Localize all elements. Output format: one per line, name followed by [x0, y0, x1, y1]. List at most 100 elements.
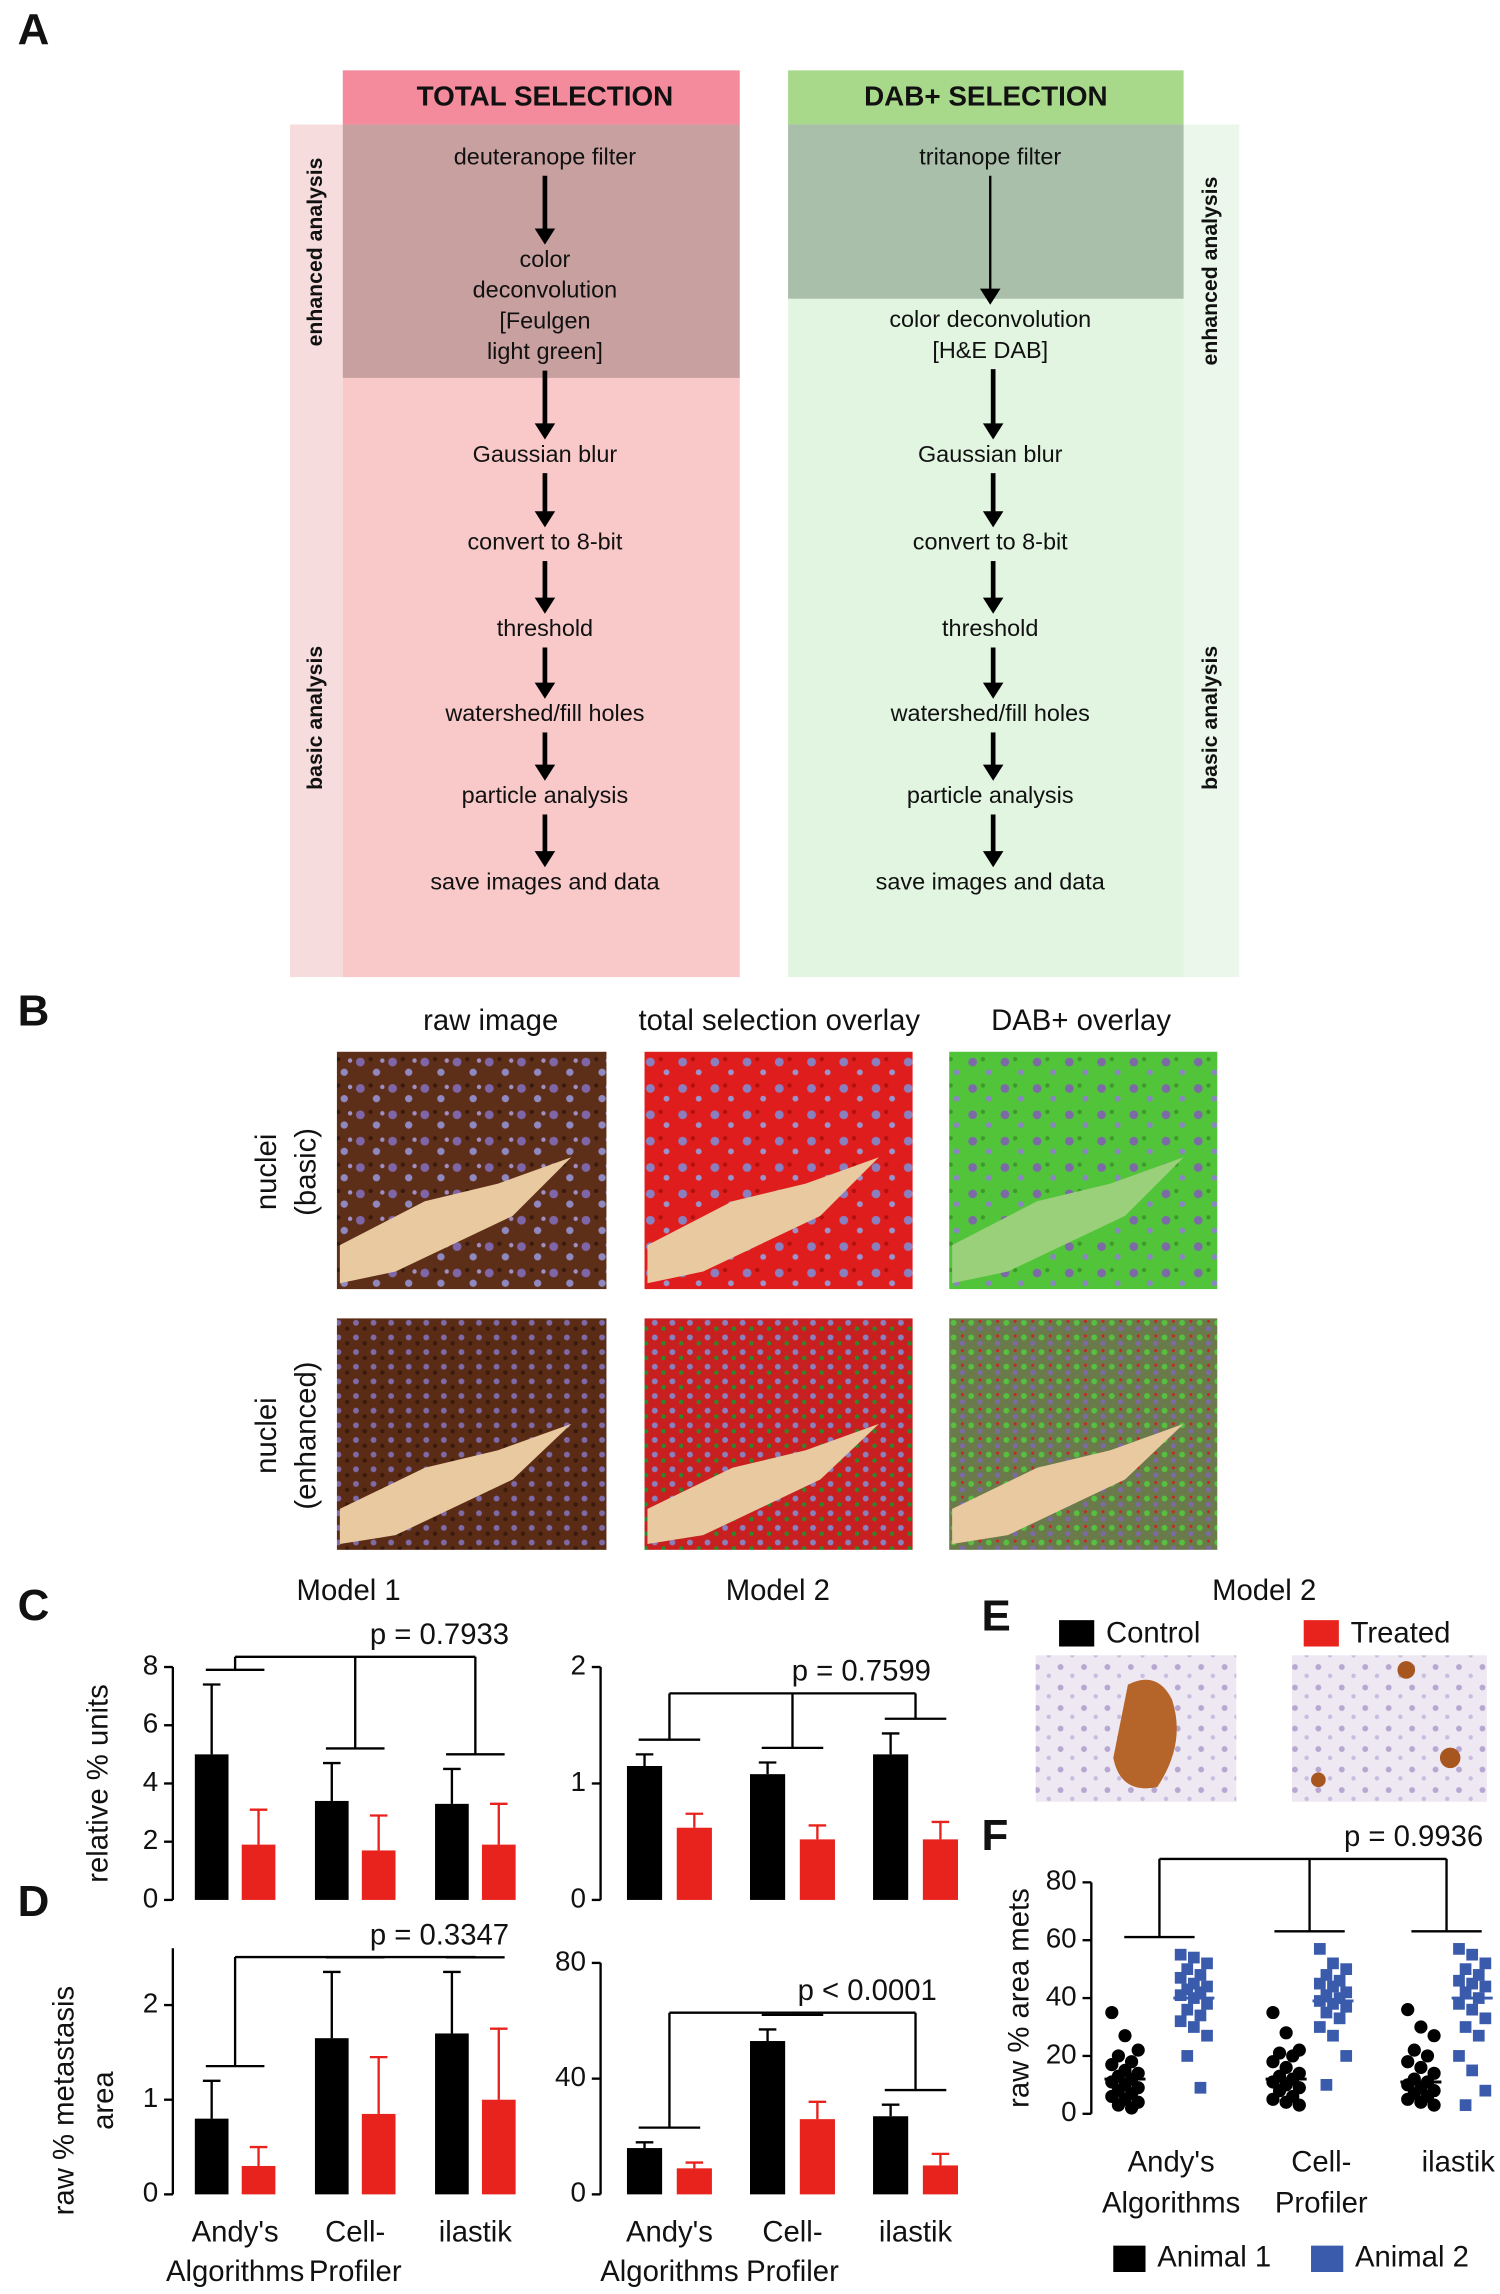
point [1466, 2064, 1479, 2077]
legend-label: Treated [1351, 1617, 1451, 1650]
stain [1113, 1679, 1177, 1789]
bar [361, 1850, 396, 1900]
y-tick-label: 0 [1061, 2096, 1076, 2127]
panel-label: E [981, 1591, 1010, 1640]
point [1131, 2043, 1145, 2057]
point [1286, 2049, 1300, 2063]
bar [873, 1754, 909, 1900]
bar [194, 1754, 229, 1900]
y-tick-label: 40 [1046, 1980, 1077, 2011]
step-label: deuteranope filter [454, 143, 636, 169]
x-tick-label: Andy's [626, 2216, 713, 2249]
panel-label: A [18, 5, 50, 54]
bar [873, 2116, 909, 2195]
step-label: color [520, 246, 571, 272]
point [1313, 1977, 1326, 1990]
vessel [952, 1423, 1184, 1544]
point [1466, 1948, 1479, 1961]
point [1459, 1986, 1472, 1999]
x-tick-label: Profiler [309, 2255, 402, 2288]
point [1327, 2029, 1339, 2042]
legend-swatch [1113, 2245, 1146, 2272]
point [1333, 1992, 1346, 2004]
point [1333, 2012, 1346, 2025]
point [1266, 2005, 1280, 2020]
x-tick-label: Profiler [1275, 2186, 1368, 2219]
step-label: [H&E DAB] [932, 337, 1048, 363]
step-label: light green] [487, 338, 603, 364]
y-tick-label: 2 [143, 1824, 158, 1855]
y-tick-label: 2 [570, 1649, 585, 1680]
point [1194, 2009, 1207, 2022]
y-tick-label: 4 [143, 1766, 158, 1797]
point [1194, 1969, 1207, 1981]
point [1453, 1998, 1465, 2010]
step-label: convert to 8-bit [913, 529, 1068, 555]
point [1201, 1980, 1213, 1993]
flowchart [290, 70, 1240, 978]
point [1201, 1957, 1213, 1970]
bar [481, 1844, 516, 1900]
point [1266, 2055, 1280, 2069]
bar [241, 1844, 276, 1900]
bar [626, 2148, 663, 2195]
x-tick-label: Andy's [192, 2216, 279, 2249]
point [1313, 2021, 1326, 2033]
y-axis-label: raw % metastasis [48, 1986, 81, 2215]
point [1340, 2000, 1353, 2013]
bar [799, 2119, 835, 2195]
arrowhead [982, 764, 1004, 781]
column-header: raw image [423, 1004, 558, 1037]
stain [1397, 1661, 1416, 1679]
chart-title: Model 1 [297, 1574, 401, 1607]
side-label: enhanced analysis [303, 158, 327, 347]
x-tick-label: Algorithms [600, 2255, 738, 2288]
point [1174, 2015, 1187, 2028]
side-label: basic analysis [303, 646, 327, 790]
point [1472, 2029, 1485, 2042]
arrowhead [534, 597, 556, 614]
stain [1311, 1772, 1326, 1788]
y-tick-label: 1 [143, 2082, 158, 2113]
x-tick-label: ilastik [439, 2216, 513, 2249]
column-title: DAB+ SELECTION [864, 81, 1108, 112]
basic-region [788, 298, 1184, 978]
point [1414, 2095, 1428, 2109]
arrowhead [534, 423, 556, 440]
point [1125, 2101, 1139, 2115]
point [1181, 2003, 1194, 2016]
side-band [290, 124, 343, 978]
side-label: basic analysis [1198, 646, 1222, 790]
point [1327, 1957, 1339, 1970]
y-axis-label: relative % units [81, 1684, 114, 1883]
point [1479, 2084, 1492, 2097]
annotation: p = 0.7599 [792, 1655, 931, 1688]
column-header [788, 70, 1184, 125]
legend-swatch [1303, 1620, 1339, 1647]
y-tick-label: 6 [143, 1708, 158, 1739]
vessel [339, 1423, 572, 1544]
point [1453, 2050, 1465, 2062]
y-tick-label: 1 [570, 1766, 585, 1797]
annotation: p = 0.7933 [370, 1618, 509, 1651]
point [1340, 2050, 1353, 2062]
y-tick-label: 80 [555, 1945, 586, 1976]
side-band [1183, 124, 1240, 978]
point [1407, 2043, 1421, 2057]
bar [435, 1803, 469, 1900]
legend-label: Control [1106, 1617, 1200, 1650]
panel-label: C [18, 1581, 50, 1630]
bar [194, 2118, 229, 2195]
arrowhead [982, 851, 1004, 868]
point [1174, 1989, 1187, 2002]
row-label: (enhanced) [289, 1362, 322, 1510]
point [1479, 1957, 1492, 1970]
step-label: Gaussian blur [918, 441, 1063, 467]
point [1174, 1948, 1187, 1961]
y-tick-label: 80 [1046, 1865, 1077, 1896]
point [1401, 2092, 1415, 2106]
stain [1439, 1747, 1461, 1769]
arrowhead [534, 851, 556, 868]
annotation: p < 0.0001 [798, 1974, 937, 2007]
